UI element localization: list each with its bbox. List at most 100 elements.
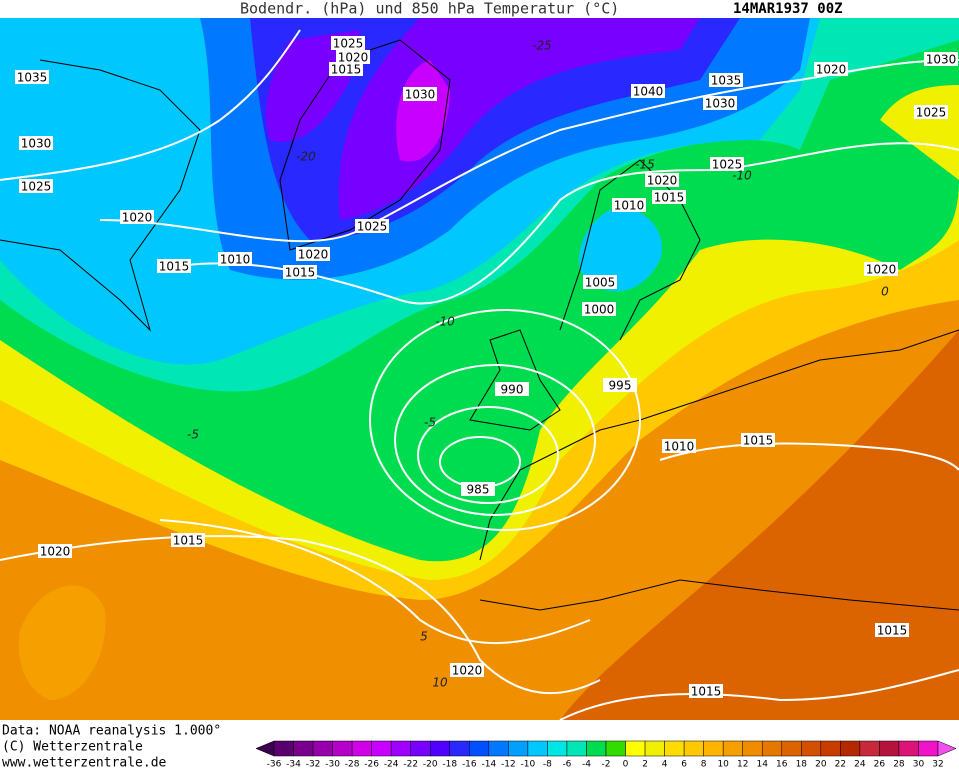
colorbar-tick-label: -28: [345, 760, 360, 770]
temperature-field: [0, 18, 959, 720]
colorbar-tick-label: 4: [662, 760, 668, 770]
isobar-label-box: [19, 136, 53, 150]
colorbar-tick-label: 20: [815, 760, 827, 770]
colorbar-tick-label: 12: [737, 760, 748, 770]
temperature-label: -5: [187, 428, 199, 442]
temperature-label: -10: [732, 169, 752, 183]
colorbar-tick-label: 16: [776, 760, 788, 770]
isobar-label: 1020: [452, 664, 483, 678]
colorbar-box: [605, 740, 626, 757]
colorbar-box: [820, 740, 841, 757]
colorbar-tick-label: -26: [364, 760, 379, 770]
isobar-label-box: [218, 252, 252, 266]
isobar-label-box: [495, 382, 529, 396]
isobar-label-box: [171, 533, 205, 547]
colorbar-tick-label: 26: [874, 760, 886, 770]
colorbar-tick-label: 14: [757, 760, 769, 770]
colorbar-tick-label: -6: [562, 760, 571, 770]
isobar-label-box: [296, 247, 330, 261]
isobars: [0, 29, 959, 721]
colorbar-box: [293, 740, 314, 757]
colorbar-tick-label: 22: [835, 760, 846, 770]
isobar-label-box: [612, 198, 646, 212]
isobar-label-box: [38, 544, 72, 558]
isobar-label-box: [403, 87, 437, 101]
isobar-label: 1040: [633, 85, 664, 99]
isobar-label-box: [875, 623, 909, 637]
colorbar-box: [683, 740, 704, 757]
isobar-label: 1015: [159, 260, 190, 274]
isobar-label: 1020: [866, 263, 897, 277]
temperature-label: 10: [432, 676, 448, 690]
isobar-label-box: [814, 62, 848, 76]
footer-copyright: (C) Wetterzentrale: [2, 740, 143, 755]
isobar-label: 1015: [877, 624, 908, 638]
colorbar-tick-label: -34: [286, 760, 301, 770]
colorbar-box: [840, 740, 861, 757]
isobar-label-box: [662, 439, 696, 453]
temperature-label: -25: [532, 39, 552, 53]
isobar-label-box: [583, 275, 617, 289]
colorbar-box: [644, 740, 665, 757]
colorbar-box: [761, 740, 783, 757]
colorbar-box: [390, 740, 411, 757]
colorbar-box: [898, 740, 919, 757]
isobar-label-box: [461, 482, 495, 496]
isobar-label: 1030: [405, 88, 436, 102]
isobar-label: 1015: [173, 534, 204, 548]
isobar: [159, 519, 591, 645]
isobar-label-box: [355, 219, 389, 233]
isobar-label-box: [331, 36, 365, 50]
temperature-label: -10: [435, 315, 455, 329]
isobar: [369, 309, 641, 531]
colorbar-box: [410, 740, 431, 757]
colorbar-tick-label: 30: [913, 760, 925, 770]
colorbar-box: [918, 740, 939, 757]
isobar-label: 1005: [585, 276, 616, 290]
colorbar-tick-label: 28: [893, 760, 905, 770]
isobar-label: 1000: [584, 303, 615, 317]
colorbar-tick-label: -14: [481, 760, 496, 770]
isobar-label-box: [914, 105, 948, 119]
colorbar-tick-label: -24: [384, 760, 399, 770]
isobar-label-box: [864, 262, 898, 276]
isobar-label-box: [710, 157, 744, 171]
isobar: [659, 442, 959, 471]
isobar-label: 1010: [614, 199, 645, 213]
isobar-label: 1010: [664, 440, 695, 454]
colorbar-box: [429, 740, 451, 757]
isobar-label: 1025: [357, 220, 388, 234]
isobar: [559, 669, 959, 721]
colorbar-box: [742, 740, 763, 757]
isobar-label: 1015: [285, 266, 316, 280]
isobar-label: 1030: [21, 137, 52, 151]
colorbar-box: [566, 740, 587, 757]
colorbar-tick-label: -30: [325, 760, 340, 770]
colorbar-box: [351, 740, 372, 757]
field-hot: [560, 330, 959, 720]
colorbar-tick-label: -2: [602, 760, 611, 770]
isobar-label: 1025: [712, 158, 743, 172]
isobar-label: 1020: [40, 545, 71, 559]
isobar-label-box: [603, 378, 637, 392]
isobar-label: 1015: [743, 434, 774, 448]
colorbar-box: [859, 740, 880, 757]
isobar-label-box: [19, 179, 53, 193]
colorbar-box: [722, 740, 743, 757]
isobar-label: 1035: [17, 71, 48, 85]
colorbar-box: [781, 740, 802, 757]
isobar: [417, 406, 559, 504]
colorbar-tick-label: -36: [267, 760, 282, 770]
isobar-label: 1015: [331, 63, 362, 77]
temperature-label: 5: [420, 630, 428, 644]
isobar-label-box: [157, 259, 191, 273]
isobar-label: 1020: [298, 248, 329, 262]
colorbar: -36 -34 -32 -30 -28 -26 -24 -22 -20 -18 -16 -14 -12-…: [255, 740, 957, 770]
field-atlantic-warm: [18, 585, 106, 700]
colorbar-tick-label: -20: [423, 760, 438, 770]
isobar-label: 1035: [711, 74, 742, 88]
temperature-label: -5: [424, 416, 436, 430]
isobar-label-box: [336, 50, 370, 64]
